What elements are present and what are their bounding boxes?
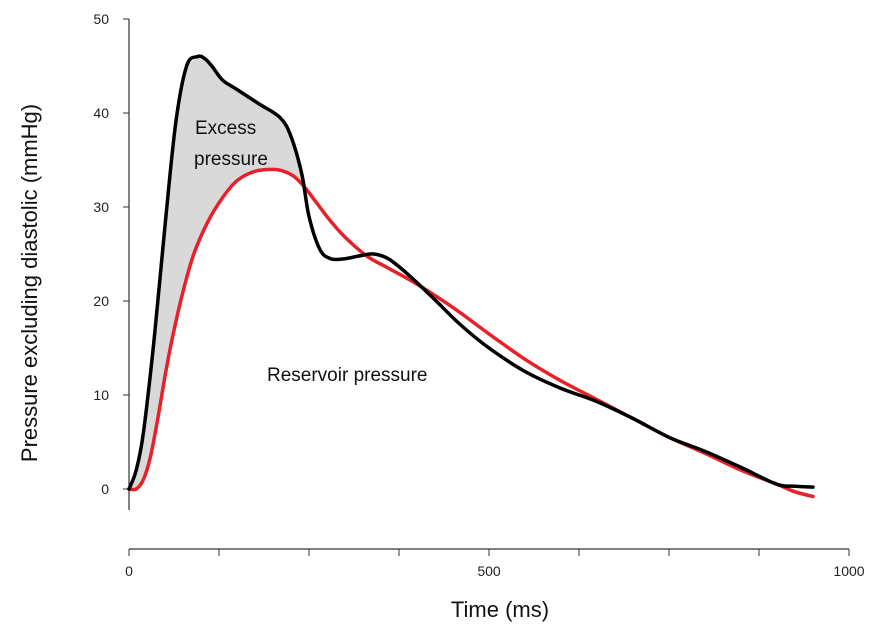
x-axis-title: Time (ms) <box>451 597 549 622</box>
y-axis-title: Pressure excluding diastolic (mmHg) <box>17 104 42 462</box>
annotation-excess-line1: Excess <box>195 118 256 139</box>
annotation-reservoir-pressure: Reservoir pressure <box>267 365 428 386</box>
annotation-excess-pressure: Excess pressure <box>194 118 268 170</box>
y-tick-label: 20 <box>93 293 109 309</box>
y-axis: 0 10 20 30 40 50 <box>93 11 130 510</box>
x-axis: 0 500 1000 <box>125 548 865 579</box>
y-tick-label: 10 <box>93 387 109 403</box>
series-line-total <box>127 54 815 491</box>
y-tick-label: 0 <box>101 481 109 497</box>
y-tick-label: 30 <box>93 199 109 215</box>
x-tick-label: 1000 <box>833 563 864 579</box>
y-tick-label: 50 <box>93 11 109 27</box>
x-tick-label: 500 <box>477 563 501 579</box>
annotation-excess-line2: pressure <box>194 149 268 170</box>
y-tick-label: 40 <box>93 105 109 121</box>
x-tick-label: 0 <box>125 563 133 579</box>
